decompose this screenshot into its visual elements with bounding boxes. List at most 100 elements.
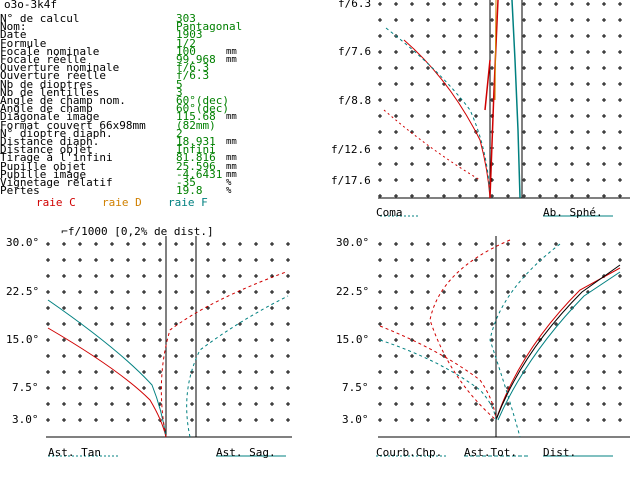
ast-sag-c bbox=[160, 271, 287, 438]
bottom-right-grid-marks bbox=[378, 242, 622, 422]
param-value: 19.8 bbox=[176, 184, 203, 198]
param-unit: mm bbox=[226, 55, 237, 65]
param-label: Vignetage relatif bbox=[0, 176, 113, 189]
dist-curve-d bbox=[495, 264, 621, 421]
ast-sag-f bbox=[186, 295, 289, 438]
param-label: Nb de lentilles bbox=[0, 85, 100, 99]
param-value: 115.68 bbox=[176, 110, 216, 124]
param-unit: mm bbox=[226, 137, 237, 147]
window-title: o3o-3k4f bbox=[4, 0, 57, 11]
legend-raie-d: raie D bbox=[102, 196, 142, 209]
ast-tan-c bbox=[47, 327, 167, 438]
scale-note: ⌐f/1000 [0,2% de dist.] bbox=[61, 225, 214, 238]
param-label: N° de calcul bbox=[0, 12, 80, 25]
field-label-30: 30.0° bbox=[6, 236, 40, 249]
param-value: 303 bbox=[176, 12, 196, 25]
param-value: Pantagonal bbox=[176, 20, 243, 34]
param-unit: mm bbox=[226, 112, 237, 123]
coma-curve-c bbox=[403, 39, 491, 199]
param-unit: mm bbox=[226, 153, 237, 164]
param-value: f/6.3 bbox=[176, 61, 210, 75]
field-label-3: 3.0° bbox=[12, 413, 39, 426]
courb-c bbox=[379, 325, 497, 421]
top-right-grid-marks bbox=[378, 2, 622, 198]
param-label: Nb de dioptres bbox=[0, 77, 93, 91]
ast-tan-label: Ast. Tan bbox=[48, 446, 101, 459]
param-label: Pupille image bbox=[0, 167, 87, 181]
param-value: 18.931 bbox=[176, 135, 216, 148]
field-label-22: 22.5° bbox=[6, 285, 40, 298]
param-label: Formule bbox=[0, 36, 47, 50]
param-label: Pupille objet bbox=[0, 159, 87, 173]
field-label-r-30: 30.0° bbox=[336, 236, 370, 249]
courb-chp-label: Courb.Chp. bbox=[376, 446, 443, 459]
aperture-label-1: f/6.3 bbox=[338, 0, 372, 10]
param-label: Distance diaph. bbox=[0, 135, 100, 148]
ast-tot-label: Ast.Tot. bbox=[464, 446, 517, 459]
param-value: 100 bbox=[176, 44, 196, 58]
param-label: Date bbox=[0, 28, 27, 42]
param-label: Focale nominale bbox=[0, 44, 100, 58]
param-value: (82mm) bbox=[176, 118, 216, 132]
param-label: Pertes bbox=[0, 184, 40, 198]
param-value: 25.596 bbox=[176, 159, 216, 173]
param-value: 60°(dec) bbox=[176, 102, 229, 116]
dist-curve-c bbox=[495, 267, 621, 421]
field-label-r-15: 15.0° bbox=[336, 333, 370, 346]
param-unit: % bbox=[226, 178, 232, 188]
field-label-r-3: 3.0° bbox=[342, 413, 369, 426]
dist-curve-f bbox=[497, 271, 621, 421]
param-label: Format couvert 66x98mm bbox=[0, 118, 146, 132]
coma-label: Coma bbox=[376, 206, 403, 219]
param-label: Ouverture nominale bbox=[0, 61, 120, 75]
param-value: 1/2 bbox=[176, 36, 196, 50]
field-label-15: 15.0° bbox=[6, 333, 40, 346]
param-unit: mm bbox=[226, 161, 237, 172]
spherical-curve-d bbox=[494, 0, 497, 101]
scale-bar-icon: ⌐ bbox=[61, 225, 68, 238]
legend-raie-c: raie C bbox=[36, 196, 76, 209]
coma-curve-f bbox=[385, 27, 491, 199]
courb-f bbox=[379, 339, 497, 421]
param-label: Distance objet bbox=[0, 143, 93, 157]
param-label: Nom: bbox=[0, 20, 27, 34]
param-label: Angle de champ nom. bbox=[0, 94, 126, 107]
field-label-7: 7.5° bbox=[12, 381, 39, 394]
param-label: Ouverture réelle bbox=[0, 69, 106, 83]
coma-curve-d bbox=[383, 109, 481, 181]
param-value: 1903 bbox=[176, 28, 203, 42]
param-unit: mm bbox=[226, 169, 237, 180]
param-label: Tirage à l'infini bbox=[0, 151, 113, 165]
param-value: -35 bbox=[176, 176, 196, 189]
spherical-curve-f bbox=[511, 0, 521, 199]
legend-raie-f: raie F bbox=[168, 196, 208, 209]
param-value: -4.6431 bbox=[176, 167, 223, 181]
param-value: 3 bbox=[176, 85, 183, 99]
param-label: N° dioptre diaph. bbox=[0, 126, 113, 140]
aperture-label-4: f/12.6 bbox=[331, 143, 371, 156]
param-unit: % bbox=[226, 186, 232, 197]
bottom-left-grid-marks bbox=[46, 242, 290, 422]
ast-tan-f bbox=[47, 299, 167, 438]
param-unit: mm bbox=[226, 46, 237, 57]
param-value: 5 bbox=[176, 77, 183, 91]
ast-sag-label: Ast. Sag. bbox=[216, 446, 276, 459]
param-label: Diagonale image bbox=[0, 110, 100, 124]
param-value: 60°(dec) bbox=[176, 94, 229, 107]
param-label: Focale réelle bbox=[0, 53, 87, 66]
param-value: 2 bbox=[176, 126, 183, 140]
aperture-label-3: f/8.8 bbox=[338, 94, 372, 107]
param-value: Infini bbox=[176, 143, 216, 157]
param-value: 99.968 bbox=[176, 53, 216, 66]
coma-curve-c2 bbox=[484, 59, 491, 111]
ast-tot-c bbox=[429, 239, 511, 421]
aperture-label-5: f/17.6 bbox=[331, 174, 371, 187]
aperture-label-2: f/7.6 bbox=[338, 45, 372, 58]
field-label-r-22: 22.5° bbox=[336, 285, 370, 298]
param-value: 81.816 bbox=[176, 151, 216, 165]
ast-tot-f bbox=[489, 243, 561, 438]
field-label-r-7: 7.5° bbox=[342, 381, 369, 394]
param-value: f/6.3 bbox=[176, 69, 210, 83]
spherical-curve-c bbox=[489, 0, 499, 199]
